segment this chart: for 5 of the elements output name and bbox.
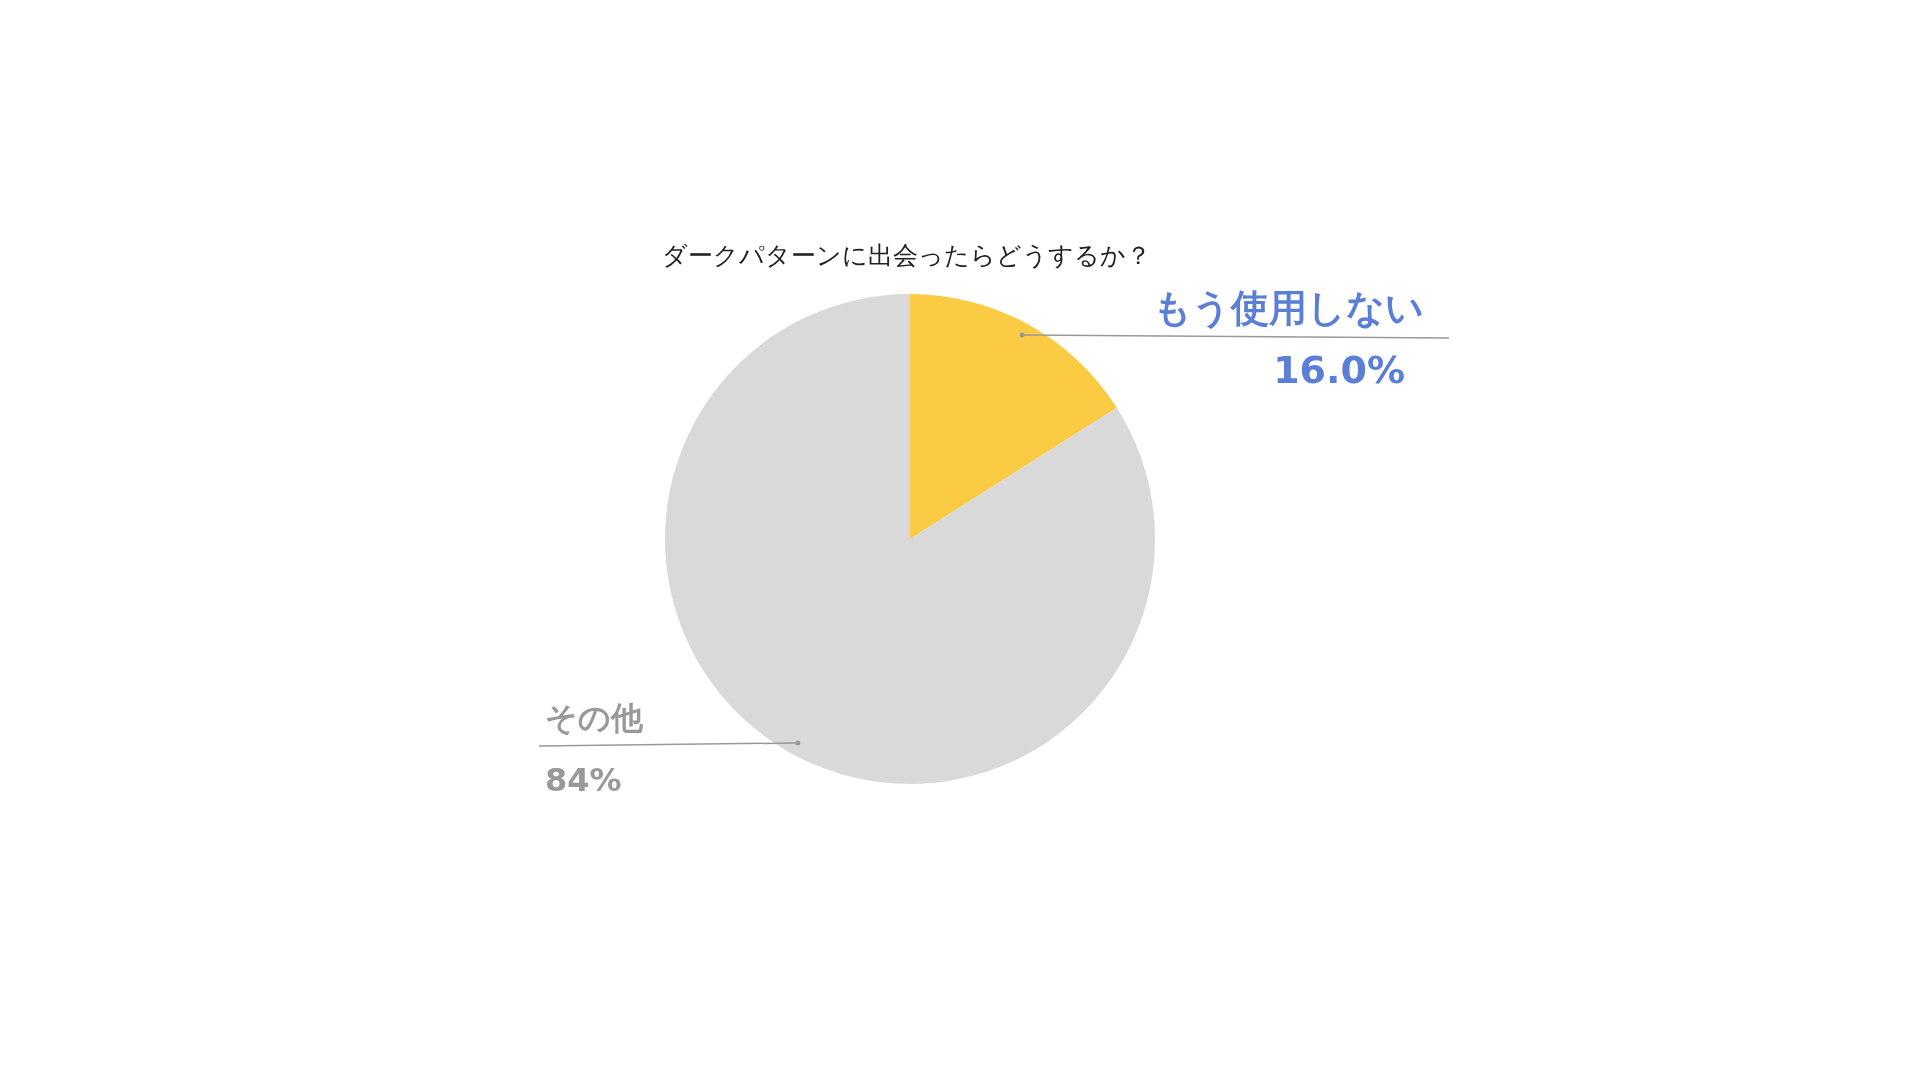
chart-title: ダークパターンに出会ったらどうするか？ [661, 241, 1151, 270]
data-label: 84% [545, 760, 622, 799]
slice-label: もう使用しない [1153, 286, 1424, 331]
slice-label: その他 [545, 698, 644, 737]
data-label: 16.0% [1273, 348, 1405, 393]
